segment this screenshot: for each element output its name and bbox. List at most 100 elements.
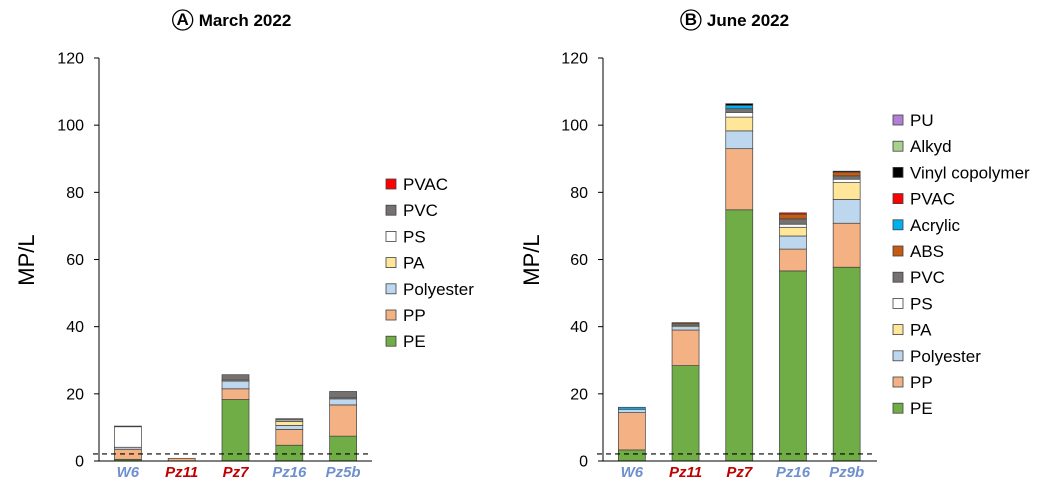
bar-segment-w6-pp: [617, 412, 646, 451]
legend-label-pa: PA: [910, 321, 932, 340]
y-tick-label: 0: [579, 454, 588, 471]
x-tick-label-pz5b: Pz5b: [326, 464, 361, 481]
legend-label-pe: PE: [403, 332, 426, 351]
panel-march-2022: March 2022 A MP/L 0 20 40 60 80 100 120 W6 Pz11 Pz7 P…: [14, 9, 474, 481]
x-tick-label-pz16: Pz16: [776, 464, 811, 481]
bar-segment-w6-polyester: [617, 408, 646, 413]
legend-label-acrylic: Acrylic: [910, 216, 961, 235]
bar-segment-pz16-abs: [779, 213, 807, 220]
legend-swatch-pvc: [892, 271, 904, 283]
legend-label-pvc: PVC: [403, 201, 438, 220]
panel-letter: B: [685, 10, 697, 29]
bar-segment-pz16-pe: [779, 270, 807, 462]
bar-segment-pz9b-polyester: [832, 199, 861, 224]
x-tick-label-w6: W6: [117, 464, 140, 481]
x-tick-label-pz11: Pz11: [165, 464, 198, 481]
x-tick-label-pz7: Pz7: [223, 464, 250, 481]
bar-segment-w6-pvc: [114, 425, 142, 428]
legend-label-pvac: PVAC: [403, 175, 448, 194]
legend-swatch-pvac: [385, 178, 397, 190]
panel-letter-circle: [680, 9, 702, 31]
bar-segment-pz16-polyester: [275, 425, 304, 430]
legend-swatch-pe: [892, 402, 904, 414]
bar-segment-pz5b-pp: [329, 404, 357, 437]
y-axis-label: MP/L: [14, 234, 39, 285]
legend-swatch-pp: [892, 376, 904, 388]
legend-swatch-polyester: [385, 283, 397, 295]
y-tick-label: 120: [561, 51, 588, 68]
y-tick-label: 100: [561, 118, 588, 135]
x-tick-label-pz9b: Pz9b: [829, 464, 864, 481]
x-tick-label-pz16: Pz16: [272, 464, 307, 481]
bar-segment-pz11-polyester: [671, 326, 700, 331]
bar-segment-pz5b-polyester: [329, 398, 357, 406]
bar-segment-pz7-polyester: [221, 380, 250, 390]
panel-letter: A: [177, 10, 189, 29]
legend-label-alkyd: Alkyd: [910, 137, 952, 156]
y-axis-label: MP/L: [519, 234, 544, 285]
bar-segment-pz16-polyester: [779, 235, 807, 250]
bar-segment-pz16-pe: [275, 444, 304, 462]
legend-label-ps: PS: [403, 227, 426, 246]
bar-segment-pz16-ps: [779, 223, 807, 228]
legend-label-polyester: Polyester: [403, 280, 474, 299]
legend-swatch-alkyd: [892, 140, 904, 152]
bar-segment-pz16-pvac: [779, 212, 807, 215]
legend-label-vinyl-copolymer: Vinyl copolymer: [910, 163, 1030, 182]
y-tick-label: 100: [57, 118, 84, 135]
legend-label-pu: PU: [910, 111, 934, 130]
bar-segment-pz9b-pvc: [832, 175, 861, 180]
bar-segment-pz7-pe: [725, 209, 754, 462]
bar-segment-pz7-acrylic: [725, 105, 754, 110]
bar-segment-pz9b-abs: [832, 171, 861, 177]
chart-title-text: June 2022: [707, 11, 789, 30]
legend-swatch-pa: [385, 257, 397, 269]
bar-segment-w6-pe: [617, 449, 646, 462]
bar-segment-pz7-pa: [725, 116, 754, 132]
bar-segment-pz11-pp: [671, 329, 700, 366]
bar-segment-pz7-ps: [725, 112, 754, 118]
legend-swatch-ps: [385, 230, 397, 242]
bar-segment-w6-pp: [114, 448, 142, 460]
bar-segment-pz7-pe: [221, 399, 250, 462]
bar-segment-pz16-pp: [779, 248, 807, 272]
legend-label-pe: PE: [910, 399, 933, 418]
bar-segment-pz9b-pe: [832, 266, 861, 462]
y-tick-label: 60: [66, 252, 84, 269]
legend-swatch-polyester: [892, 350, 904, 362]
chart-title: March 2022 A: [172, 9, 291, 31]
bar-segment-pz7-polyester: [725, 130, 754, 150]
y-tick-label: 20: [66, 386, 84, 403]
panel-june-2022: June 2022 B MP/L 0 20 40 60 80 100 120 W6 Pz11 Pz7 Pz…: [519, 9, 1030, 481]
legend-swatch-pvc: [385, 204, 397, 216]
y-tick-label: 80: [66, 185, 84, 202]
legend: PVAC PVC PS PA Polyester PP PE: [385, 175, 474, 351]
bar-segment-pz9b-vinyl-copolymer: [832, 170, 861, 173]
bar-segment-w6-acrylic: [617, 406, 646, 410]
panel-letter-circle: [172, 9, 194, 31]
legend-swatch-pe: [385, 335, 397, 347]
y-tick-label: 120: [57, 51, 84, 68]
bar-segment-pz7-pvc: [725, 108, 754, 113]
legend: PU Alkyd Vinyl copolymer PVAC Acrylic ABS PVC P…: [892, 111, 1030, 418]
legend-label-pa: PA: [403, 254, 425, 273]
legend-label-pvc: PVC: [910, 268, 945, 287]
legend-swatch-pvac: [892, 193, 904, 205]
x-tick-label-w6: W6: [621, 464, 644, 481]
bar-segment-pz5b-pe: [329, 435, 357, 462]
legend-swatch-pu: [892, 114, 904, 126]
legend-label-abs: ABS: [910, 242, 944, 261]
x-tick-label-pz7: Pz7: [726, 464, 753, 481]
legend-swatch-ps: [892, 297, 904, 309]
bar-segment-w6-ps: [114, 426, 142, 448]
bar-segment-pz7-vinyl-copolymer: [725, 103, 754, 106]
legend-swatch-pp: [385, 309, 397, 321]
legend-label-polyester: Polyester: [910, 347, 981, 366]
legend-swatch-vinyl-copolymer: [892, 166, 904, 178]
y-tick-label: 80: [570, 185, 588, 202]
bar-segment-pz11-pe: [671, 365, 700, 462]
legend-label-pp: PP: [403, 306, 426, 325]
bar-segment-pz7-pp: [725, 148, 754, 211]
bar-segment-pz9b-pa: [832, 182, 861, 200]
legend-label-pp: PP: [910, 373, 933, 392]
